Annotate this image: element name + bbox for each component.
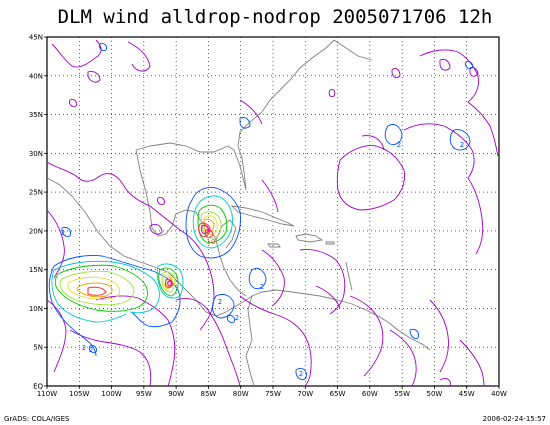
contour-label: 2 — [460, 141, 464, 149]
contour-label: 2 — [299, 370, 303, 378]
lon-tick-label: 100W — [101, 390, 121, 398]
lon-tick-label: 50W — [427, 390, 443, 398]
contour-label: 2 — [82, 344, 86, 352]
contour-label: 2 — [260, 283, 264, 291]
lon-tick-label: 40W — [491, 390, 507, 398]
contour-label: 2 — [235, 314, 239, 322]
lat-tick-label: 25N — [29, 189, 43, 197]
contour-label: 2 — [61, 229, 65, 237]
lat-tick-label: 10N — [29, 305, 43, 313]
contour-label: 10 — [207, 238, 216, 246]
lat-tick-label: 40N — [29, 72, 43, 80]
lat-tick-label: 20N — [29, 227, 43, 235]
map-title: DLM wind alldrop-nodrop 2005071706 12h — [57, 6, 493, 28]
lon-tick-label: 60W — [362, 390, 378, 398]
lon-tick-label: 85W — [201, 390, 217, 398]
lat-tick-label: 30N — [29, 150, 43, 158]
grid-lines — [47, 37, 499, 386]
lon-tick-label: 65W — [330, 390, 346, 398]
lon-tick-label: 80W — [233, 390, 249, 398]
axis-labels: 110W 105W 100W 95W 90W 85W 80W 75W 70W 65W 60W 55W 5… — [29, 34, 507, 399]
lon-tick-label: 70W — [297, 390, 313, 398]
contour-label: 2 — [218, 298, 222, 306]
lon-tick-label: 110W — [37, 390, 57, 398]
contour-label: 2 — [89, 346, 93, 354]
lon-tick-label: 45W — [459, 390, 475, 398]
lat-tick-label: 5N — [33, 344, 43, 352]
contour-label: 2 — [397, 141, 401, 149]
lat-tick-label: EQ — [33, 383, 43, 391]
lon-tick-label: 55W — [394, 390, 410, 398]
footer-credit: GrADS: COLA/IGES — [4, 415, 70, 423]
lon-tick-label: 75W — [265, 390, 281, 398]
footer-timestamp: 2006-02-24-15:57 — [482, 415, 546, 423]
lon-tick-label: 105W — [69, 390, 89, 398]
contours — [46, 39, 499, 387]
lon-tick-label: 95W — [136, 390, 152, 398]
lat-tick-label: 15N — [29, 266, 43, 274]
coastlines — [46, 39, 431, 387]
lon-tick-label: 90W — [168, 390, 184, 398]
lat-tick-label: 35N — [29, 111, 43, 119]
lat-tick-label: 45N — [29, 34, 43, 42]
